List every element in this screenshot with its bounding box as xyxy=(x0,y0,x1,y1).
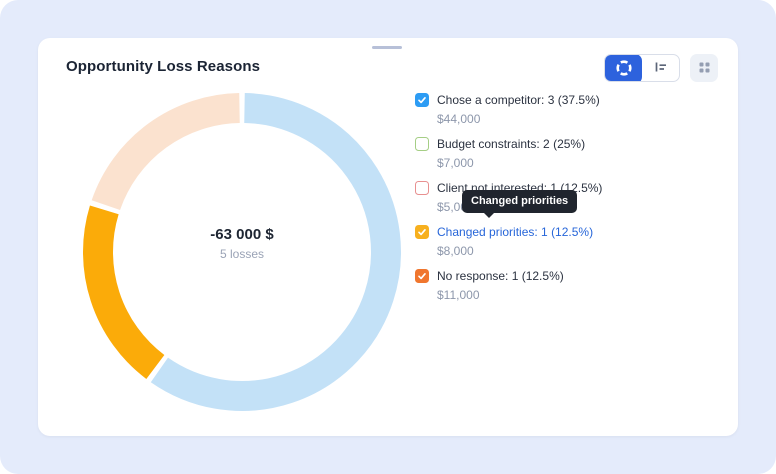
checkbox-checked-icon[interactable] xyxy=(415,225,429,239)
legend-item-row: Chose a competitor: 3 (37.5%) xyxy=(415,92,602,108)
legend-item-row: Client not interested: 1 (12.5%) xyxy=(415,180,602,196)
donut-chart-icon xyxy=(615,59,633,80)
legend-item-label[interactable]: Chose a competitor: 3 (37.5%) xyxy=(437,93,600,107)
legend-item[interactable]: No response: 1 (12.5%) $11,000 xyxy=(415,268,602,302)
widget-toolbar xyxy=(604,54,718,82)
legend-item[interactable]: Chose a competitor: 3 (37.5%) $44,000 xyxy=(415,92,602,126)
donut-view-button[interactable] xyxy=(605,55,642,81)
bar-list-view-button[interactable] xyxy=(642,55,679,81)
grid-handle-icon xyxy=(699,61,710,76)
opportunity-loss-reasons-widget: Opportunity Loss Reasons xyxy=(38,38,738,436)
donut-segment-changed-priorities[interactable] xyxy=(83,205,165,379)
widget-drag-handle[interactable] xyxy=(372,46,402,49)
legend-item-row: Budget constraints: 2 (25%) xyxy=(415,136,602,152)
legend-item[interactable]: Client not interested: 1 (12.5%) $5,000 xyxy=(415,180,602,214)
legend-item[interactable]: Changed priorities: 1 (12.5%) $8,000 xyxy=(415,224,602,258)
legend-item-row: Changed priorities: 1 (12.5%) xyxy=(415,224,602,240)
widget-drag-grid-button[interactable] xyxy=(690,54,718,82)
chart-type-toggle xyxy=(604,54,680,82)
checkbox-unchecked-icon[interactable] xyxy=(415,137,429,151)
bar-list-icon xyxy=(652,58,670,79)
widget-title: Opportunity Loss Reasons xyxy=(66,58,261,75)
donut-segment-chose-a-competitor[interactable] xyxy=(150,93,401,411)
checkbox-checked-icon[interactable] xyxy=(415,269,429,283)
legend-item-label[interactable]: No response: 1 (12.5%) xyxy=(437,269,564,283)
legend-item-amount: $11,000 xyxy=(437,288,480,302)
legend-item-amount: $8,000 xyxy=(437,244,474,258)
legend-item-row: No response: 1 (12.5%) xyxy=(415,268,602,284)
legend-item-label[interactable]: Budget constraints: 2 (25%) xyxy=(437,137,586,151)
donut-segment-no-response[interactable] xyxy=(91,93,241,211)
legend-item-amount: $5,000 xyxy=(437,200,474,214)
donut-chart xyxy=(77,87,407,417)
legend: Chose a competitor: 3 (37.5%) $44,000 Budg… xyxy=(415,92,602,302)
legend-item[interactable]: Budget constraints: 2 (25%) $7,000 xyxy=(415,136,602,170)
legend-item-amount: $7,000 xyxy=(437,156,474,170)
legend-item-label[interactable]: Client not interested: 1 (12.5%) xyxy=(437,181,603,195)
checkbox-checked-icon[interactable] xyxy=(415,93,429,107)
legend-item-label[interactable]: Changed priorities: 1 (12.5%) xyxy=(437,225,594,239)
legend-item-amount: $44,000 xyxy=(437,112,481,126)
checkbox-unchecked-icon[interactable] xyxy=(415,181,429,195)
